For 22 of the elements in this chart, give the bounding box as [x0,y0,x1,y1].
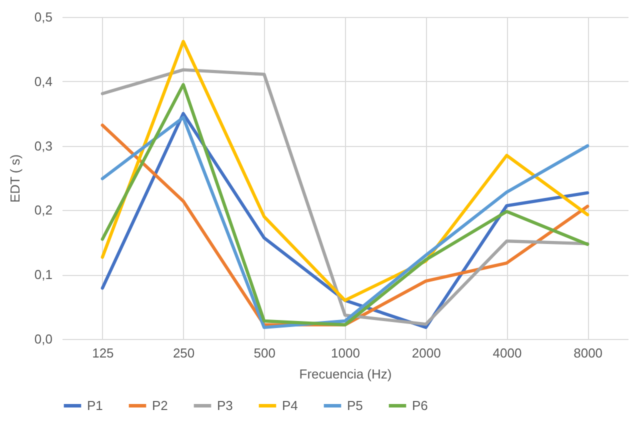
y-tick-label: 0,2 [34,202,52,218]
legend-label: P6 [412,398,428,413]
x-tick-label: 4000 [492,346,522,360]
x-tick-label: 500 [254,346,276,360]
x-tick-label: 125 [92,346,114,360]
y-axis-title: EDT ( s) [7,154,22,203]
legend-label: P2 [152,398,168,413]
x-axis-title: Frecuencia (Hz) [299,366,392,382]
y-tick-label: 0,5 [34,10,52,24]
legend-label: P1 [87,398,103,413]
y-tick-label: 0,4 [34,74,52,89]
x-tick-label: 250 [172,346,195,360]
y-tick-label: 0,0 [34,332,52,346]
x-tick-label: 2000 [412,346,441,360]
legend-label: P5 [347,398,363,413]
legend-label: P4 [282,398,298,413]
legend-label: P3 [217,398,233,413]
y-tick-label: 0,3 [34,138,52,154]
y-tick-label: 0,1 [34,267,52,282]
line-series [100,40,590,302]
x-tick-label: 8000 [574,346,603,360]
x-tick-label: 1000 [331,346,360,360]
